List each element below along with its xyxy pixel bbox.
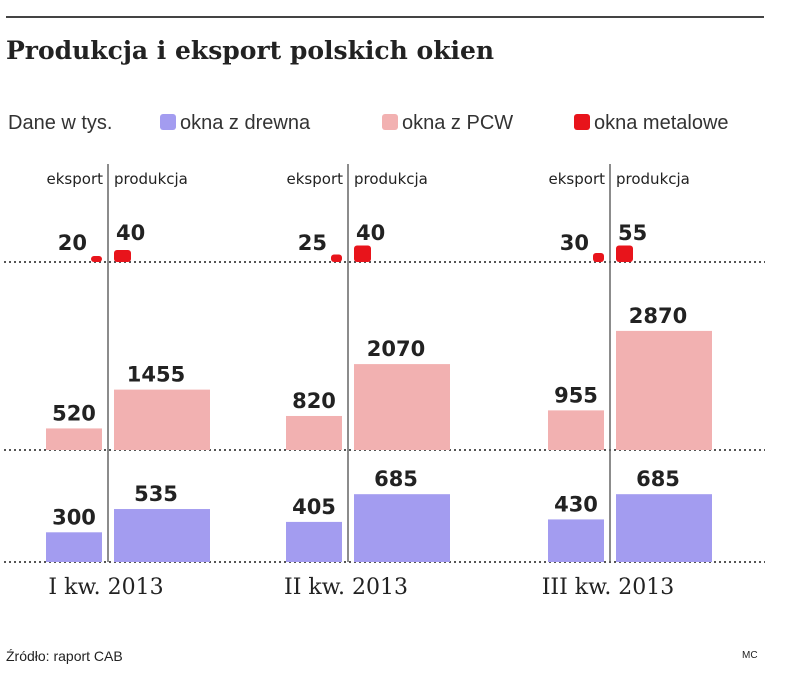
bar-metal-export-q2 — [331, 254, 342, 262]
legend-item-pvc: okna z PCW — [382, 112, 513, 135]
label-pvc-production-q3: 2870 — [629, 304, 687, 328]
bar-metal-export-q1 — [91, 256, 102, 262]
bar-metal-production-q1 — [114, 250, 131, 262]
bar-pvc-export-q2 — [286, 415, 342, 450]
category-label-q2: II kw. 2013 — [284, 575, 408, 600]
label-metal-export-q1: 20 — [58, 231, 87, 255]
bar-pvc-export-q3 — [548, 410, 604, 450]
category-label-q3: III kw. 2013 — [542, 575, 675, 600]
label-wood-production-q3: 685 — [636, 467, 680, 491]
label-wood-export-q2: 405 — [292, 495, 336, 519]
bar-wood-export-q3 — [548, 519, 604, 562]
source-note: Źródło: raport CAB — [6, 648, 123, 664]
label-metal-export-q2: 25 — [298, 231, 327, 255]
sublabel-production-q1: produkcja — [114, 170, 188, 188]
unit-label: Dane w tys. — [8, 112, 113, 134]
bar-wood-export-q2 — [286, 521, 342, 562]
sublabel-export-q1: eksport — [47, 170, 104, 188]
chart-area: eksport produkcja 20 40 520 1455 300 535 I kw. 2… — [4, 164, 765, 600]
label-wood-production-q2: 685 — [374, 467, 418, 491]
legend: Dane w tys. okna z drewna okna z PCW okn… — [8, 108, 788, 138]
legend-label-metal: okna metalowe — [594, 112, 729, 134]
label-pvc-export-q3: 955 — [554, 383, 598, 407]
label-metal-production-q3: 55 — [618, 221, 647, 245]
legend-label-pvc: okna z PCW — [402, 112, 514, 134]
label-pvc-production-q2: 2070 — [367, 337, 425, 361]
sublabel-production-q2: produkcja — [354, 170, 428, 188]
label-wood-export-q3: 430 — [554, 492, 598, 516]
label-wood-production-q1: 535 — [134, 482, 178, 506]
label-pvc-export-q1: 520 — [52, 401, 96, 425]
legend-item-metal: okna metalowe — [574, 112, 729, 135]
category-label-q1: I kw. 2013 — [48, 575, 163, 600]
chart-title: Produkcja i eksport polskich okien — [6, 36, 495, 65]
label-pvc-production-q1: 1455 — [127, 363, 185, 387]
bar-wood-export-q1 — [46, 532, 102, 562]
bar-metal-production-q3 — [616, 245, 633, 262]
bar-wood-production-q2 — [354, 494, 450, 562]
bar-pvc-production-q3 — [616, 330, 712, 450]
label-metal-production-q1: 40 — [116, 221, 145, 245]
top-rule — [6, 16, 764, 18]
label-metal-production-q2: 40 — [356, 221, 385, 245]
bar-wood-production-q3 — [616, 494, 712, 562]
bar-pvc-production-q1 — [114, 389, 210, 450]
bar-metal-export-q3 — [593, 253, 604, 262]
label-pvc-export-q2: 820 — [292, 389, 336, 413]
label-wood-export-q1: 300 — [52, 505, 96, 529]
legend-swatch-metal — [574, 114, 590, 130]
legend-swatch-pvc — [382, 114, 398, 130]
sublabel-export-q2: eksport — [287, 170, 344, 188]
author-credit: MC — [742, 650, 758, 661]
sublabel-production-q3: produkcja — [616, 170, 690, 188]
legend-label-wood: okna z drewna — [180, 112, 311, 134]
bar-pvc-production-q2 — [354, 364, 450, 450]
label-metal-export-q3: 30 — [560, 231, 589, 255]
bar-pvc-export-q1 — [46, 428, 102, 450]
legend-item-wood: okna z drewna — [160, 112, 310, 135]
legend-swatch-wood — [160, 114, 176, 130]
bar-metal-production-q2 — [354, 245, 371, 262]
sublabel-export-q3: eksport — [549, 170, 606, 188]
bar-wood-production-q1 — [114, 509, 210, 562]
